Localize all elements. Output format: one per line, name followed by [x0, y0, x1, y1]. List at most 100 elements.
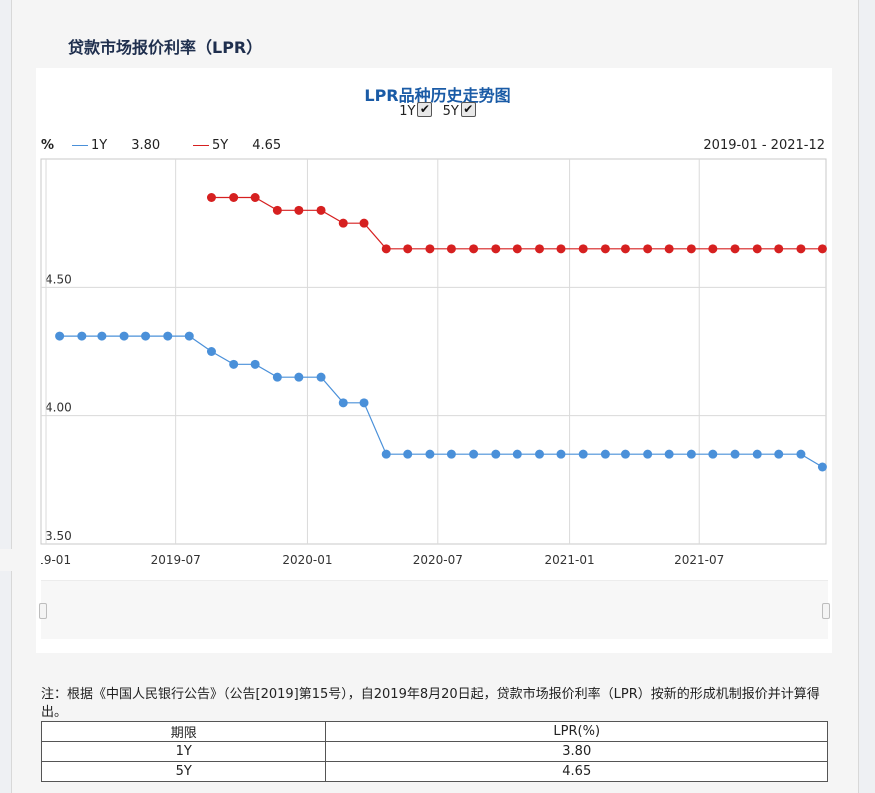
data-point-5y: [250, 193, 260, 202]
data-point-5y: [206, 193, 216, 202]
toggle-1y[interactable]: 1Y ✔: [399, 102, 433, 119]
plot-area: [40, 158, 827, 545]
data-point-1y: [381, 449, 391, 459]
data-point-5y: [664, 244, 674, 254]
navigator-handle-left[interactable]: [39, 603, 47, 619]
navigator-handle-right[interactable]: [822, 603, 830, 619]
data-point-5y: [708, 244, 718, 254]
checkbox-5y[interactable]: ✔: [460, 102, 476, 117]
data-point-5y: [338, 218, 348, 228]
checkbox-1y[interactable]: ✔: [417, 102, 433, 117]
y-tick-label: 3.50: [45, 529, 72, 543]
legend-line-5y: [193, 145, 209, 146]
lpr-table: 期限 LPR(%) 1Y 3.80 5Y 4.65: [40, 721, 828, 782]
data-point-5y: [381, 244, 391, 254]
data-point-1y: [817, 462, 827, 472]
data-point-1y: [119, 331, 129, 341]
unit-label: %: [41, 138, 55, 153]
data-point-5y: [796, 244, 806, 254]
data-point-5y: [469, 244, 479, 254]
data-point-5y: [643, 244, 653, 254]
data-point-5y: [686, 244, 696, 254]
data-point-1y: [184, 331, 194, 341]
data-point-5y: [578, 244, 588, 254]
table-header: LPR(%): [325, 721, 828, 742]
data-point-1y: [730, 449, 740, 459]
data-point-1y: [664, 449, 674, 459]
data-point-1y: [578, 449, 588, 459]
table-row: 5Y 4.65: [40, 761, 828, 782]
x-tick-label: 2021-07: [674, 553, 724, 567]
data-point-1y: [620, 449, 630, 459]
data-point-1y: [77, 331, 87, 341]
y-tick-label: 4.00: [45, 401, 72, 415]
table-cell: 3.80: [325, 741, 828, 762]
data-point-1y: [141, 331, 151, 341]
toggle-5y[interactable]: 5Y ✔: [442, 102, 476, 119]
series-toggles: 1Y ✔ 5Y ✔: [0, 102, 875, 119]
data-point-5y: [229, 193, 239, 202]
data-point-5y: [774, 244, 784, 254]
data-point-5y: [620, 244, 630, 254]
data-point-1y: [643, 449, 653, 459]
y-tick-label: 4.50: [45, 272, 72, 286]
data-point-1y: [512, 449, 522, 459]
section-title: 贷款市场报价利率（LPR）: [68, 38, 263, 57]
x-tick-label: 2020-01: [282, 553, 332, 567]
table-cell: 1Y: [40, 741, 327, 762]
table-cell: 4.65: [325, 761, 828, 782]
data-point-1y: [294, 372, 304, 382]
x-tick-label: 2020-07: [413, 553, 463, 567]
data-point-5y: [491, 244, 501, 254]
data-point-1y: [338, 398, 348, 408]
legend-name-5y: 5Y: [212, 138, 229, 153]
data-point-1y: [229, 359, 239, 369]
table-row: 1Y 3.80: [40, 741, 828, 762]
data-point-1y: [686, 449, 696, 459]
table-header: 期限: [40, 721, 327, 742]
data-point-1y: [425, 449, 435, 459]
x-tick-label: 2019-07: [151, 553, 201, 567]
legend-item-1y[interactable]: 1Y 3.80: [72, 138, 160, 153]
data-point-1y: [708, 449, 718, 459]
data-point-5y: [316, 205, 326, 215]
table-header-row: 期限 LPR(%): [40, 721, 828, 742]
data-point-1y: [403, 449, 413, 459]
legend-name-1y: 1Y: [91, 138, 108, 153]
table-cell: 5Y: [40, 761, 327, 782]
legend-value-1y: 3.80: [131, 138, 161, 153]
legend-value-5y: 4.65: [252, 138, 282, 153]
legend-row: % 1Y 3.80 5Y 4.65 2019-01 - 2021-12: [41, 138, 831, 156]
data-point-1y: [535, 449, 545, 459]
data-point-1y: [55, 331, 65, 341]
data-point-1y: [97, 331, 107, 341]
data-point-1y: [272, 372, 282, 382]
chart-title: LPR品种历史走势图: [364, 86, 511, 105]
data-point-5y: [403, 244, 413, 254]
data-point-1y: [774, 449, 784, 459]
data-point-1y: [752, 449, 762, 459]
data-point-1y: [469, 449, 479, 459]
toggle-5y-label: 5Y: [442, 104, 459, 119]
data-point-5y: [425, 244, 435, 254]
range-navigator[interactable]: [39, 580, 830, 639]
data-point-1y: [796, 449, 806, 459]
legend-line-1y: [72, 145, 88, 146]
data-point-5y: [512, 244, 522, 254]
data-point-5y: [446, 244, 456, 254]
data-point-1y: [359, 398, 369, 408]
data-point-5y: [556, 244, 566, 254]
legend-item-5y[interactable]: 5Y 4.65: [193, 138, 281, 153]
data-point-1y: [556, 449, 566, 459]
data-point-5y: [294, 205, 304, 215]
date-range-label: 2019-01 - 2021-12: [703, 138, 825, 153]
data-point-5y: [359, 218, 369, 228]
data-point-1y: [600, 449, 610, 459]
data-point-5y: [272, 205, 282, 215]
data-point-5y: [752, 244, 762, 254]
x-tick-label: 2021-01: [545, 553, 595, 567]
data-point-5y: [600, 244, 610, 254]
footnote: 注：根据《中国人民银行公告》（公告[2019]第15号），自2019年8月20日…: [41, 687, 820, 720]
axis-clip-mask: [0, 549, 41, 571]
